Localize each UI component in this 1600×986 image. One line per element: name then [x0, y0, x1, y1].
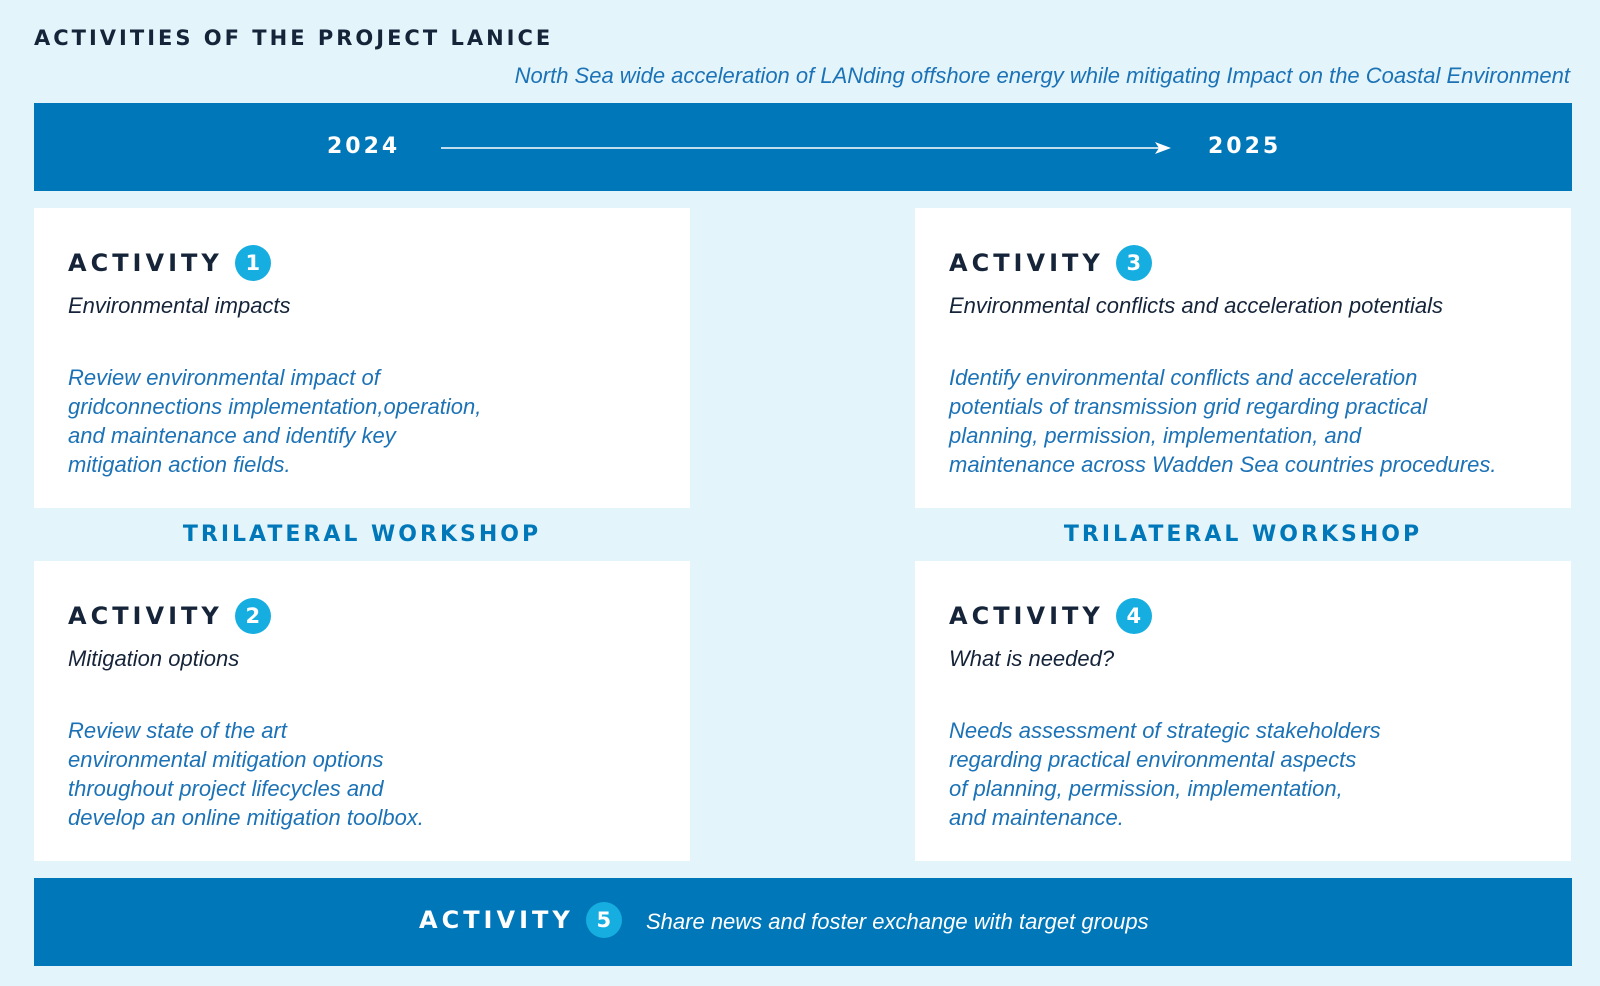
- activity-heading: ACTIVITY 2: [68, 598, 271, 634]
- timeline-bar: 2024 2025: [34, 103, 1572, 191]
- activity-label: ACTIVITY: [68, 249, 223, 277]
- activity-title: Environmental conflicts and acceleration…: [949, 293, 1444, 318]
- activity-number-badge: 1: [234, 245, 271, 281]
- page-title: ACTIVITIES OF THE PROJECT LANICE: [34, 26, 554, 50]
- timeline-end-year: 2025: [1208, 134, 1282, 159]
- activity-number-badge: 4: [1115, 598, 1152, 634]
- page-subtitle: North Sea wide acceleration of LANding o…: [514, 63, 1570, 88]
- activity-title: Share news and foster exchange with targ…: [646, 909, 1149, 934]
- activity-description: Needs assessment of strategic stakeholde…: [949, 718, 1381, 830]
- timeline-start-year: 2024: [327, 134, 401, 159]
- activity-label: ACTIVITY: [419, 906, 574, 934]
- activity-card-3: ACTIVITY 3 Environmental conflicts and a…: [915, 208, 1571, 508]
- activity-bar-5: ACTIVITY 5 Share news and foster exchang…: [34, 878, 1572, 966]
- activity-card-2: ACTIVITY 2 Mitigation options Review sta…: [34, 561, 690, 861]
- activity-label: ACTIVITY: [949, 602, 1104, 630]
- activity-heading: ACTIVITY 4: [949, 598, 1152, 634]
- activity-heading: ACTIVITY 1: [68, 245, 271, 281]
- activity-description: Identify environmental conflicts and acc…: [949, 365, 1497, 477]
- activity-description: Review state of the art environmental mi…: [68, 718, 424, 830]
- workshop-label-right: TRILATERAL WORKSHOP: [1063, 522, 1423, 547]
- activity-heading: ACTIVITY 5: [419, 902, 622, 938]
- timeline-arrow-icon: [441, 142, 1171, 154]
- activity-heading: ACTIVITY 3: [949, 245, 1152, 281]
- activity-number-badge: 3: [1115, 245, 1152, 281]
- activity-number-badge: 5: [585, 902, 622, 938]
- activity-label: ACTIVITY: [68, 602, 223, 630]
- activity-title: Mitigation options: [68, 646, 240, 671]
- activity-number-badge: 2: [234, 598, 271, 634]
- activity-title: What is needed?: [949, 646, 1115, 671]
- activity-title: Environmental impacts: [68, 293, 291, 318]
- activity-description: Review environmental impact of gridconne…: [68, 365, 482, 477]
- workshop-label-left: TRILATERAL WORKSHOP: [182, 522, 542, 547]
- activity-card-1: ACTIVITY 1 Environmental impacts Review …: [34, 208, 690, 508]
- activity-label: ACTIVITY: [949, 249, 1104, 277]
- activity-card-4: ACTIVITY 4 What is needed? Needs assessm…: [915, 561, 1571, 861]
